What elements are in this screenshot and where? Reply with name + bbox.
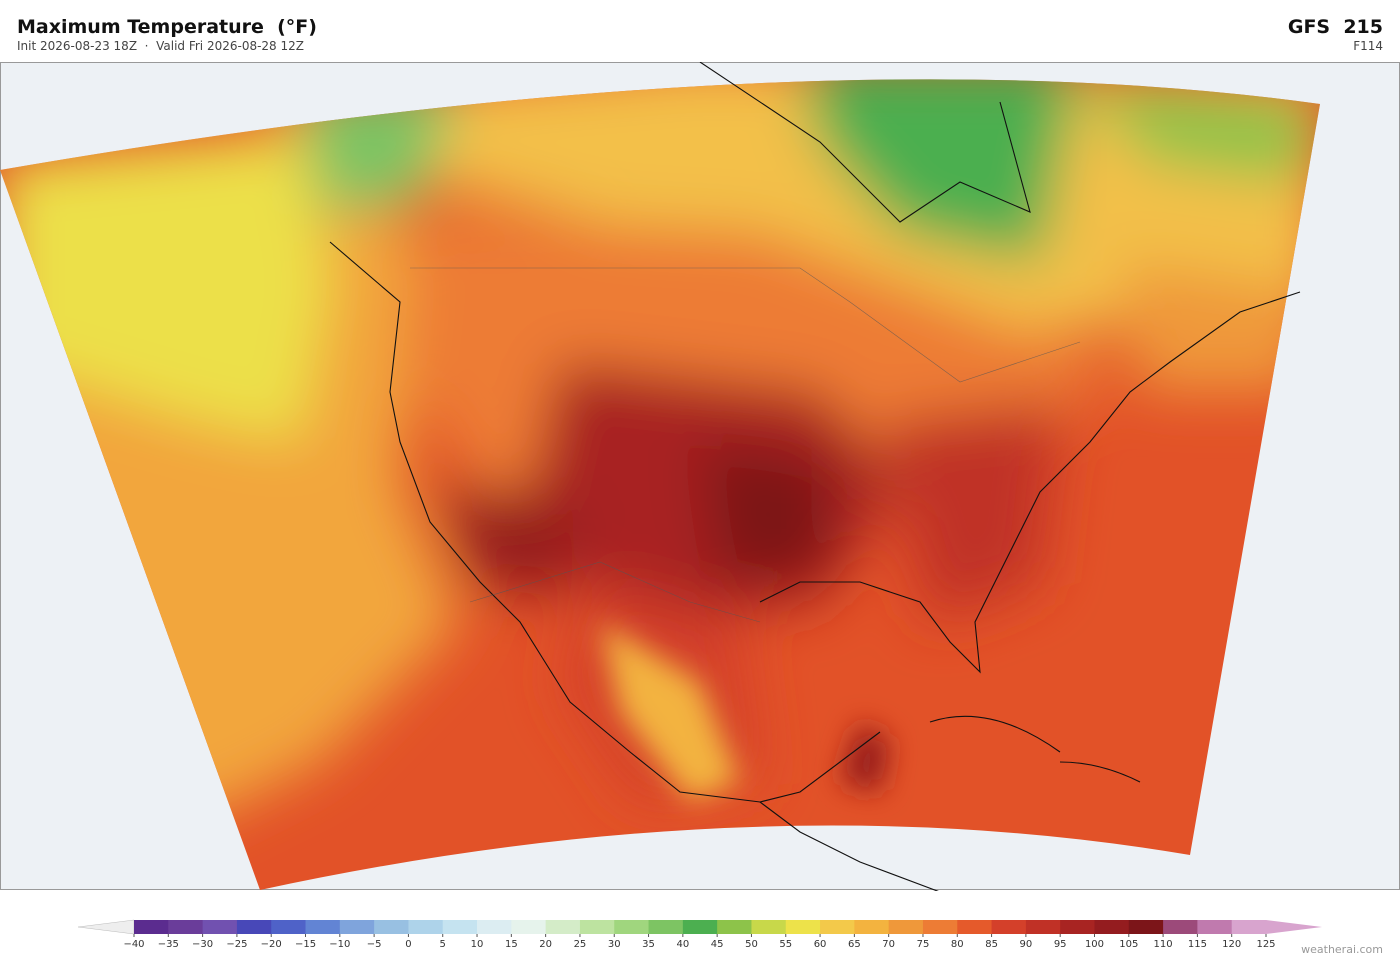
colorbar-label: 80 bbox=[951, 939, 964, 950]
colorbar-label: −35 bbox=[158, 939, 179, 950]
colorbar-label: 105 bbox=[1119, 939, 1138, 950]
subtitle: Init 2026-08-23 18Z · Valid Fri 2026-08-… bbox=[17, 39, 304, 53]
colorbar-label: 25 bbox=[574, 939, 587, 950]
colorbar-segment bbox=[957, 920, 993, 934]
colorbar-segment bbox=[682, 920, 718, 934]
colorbar-segment bbox=[1025, 920, 1061, 934]
colorbar-label: 60 bbox=[814, 939, 827, 950]
colorbar-segment bbox=[1060, 920, 1095, 934]
colorbar-label: 15 bbox=[505, 939, 518, 950]
colorbar-segment bbox=[717, 920, 752, 934]
map bbox=[0, 62, 1400, 891]
colorbar-segment bbox=[1197, 920, 1233, 934]
model: GFS 215 bbox=[1287, 16, 1383, 38]
colorbar-label: 115 bbox=[1188, 939, 1207, 950]
colorbar-segment bbox=[202, 920, 238, 934]
forecast-hour: F114 bbox=[1353, 39, 1383, 53]
colorbar-label: −30 bbox=[192, 939, 213, 950]
colorbar-label: 50 bbox=[745, 939, 758, 950]
colorbar-over bbox=[1266, 920, 1322, 934]
colorbar-label: 30 bbox=[608, 939, 621, 950]
colorbar-label: −25 bbox=[226, 939, 247, 950]
colorbar-label: 45 bbox=[711, 939, 724, 950]
colorbar-label: 65 bbox=[848, 939, 861, 950]
colorbar-label: −15 bbox=[295, 939, 316, 950]
colorbar-label: 40 bbox=[676, 939, 689, 950]
colorbar-segment bbox=[1094, 920, 1130, 934]
credit: weatherai.com bbox=[1301, 943, 1383, 956]
colorbar-segment bbox=[339, 920, 375, 934]
colorbar-segment bbox=[305, 920, 341, 934]
colorbar-segment bbox=[477, 920, 512, 934]
colorbar-segment bbox=[579, 920, 615, 934]
coastlines bbox=[329, 62, 1301, 891]
colorbar-segment bbox=[854, 920, 890, 934]
colorbar-segment bbox=[648, 920, 684, 934]
colorbar-segment bbox=[785, 920, 821, 934]
borders bbox=[410, 267, 1081, 623]
colorbar-label: −40 bbox=[123, 939, 144, 950]
colorbar-label: 35 bbox=[642, 939, 655, 950]
colorbar-label: 85 bbox=[985, 939, 998, 950]
colorbar-under bbox=[77, 919, 135, 935]
colorbar-label: 70 bbox=[882, 939, 895, 950]
colorbar-segment bbox=[545, 920, 581, 934]
colorbar-label: 120 bbox=[1222, 939, 1241, 950]
colorbar-label: −20 bbox=[261, 939, 282, 950]
colorbar-segment bbox=[1231, 920, 1267, 934]
colorbar-label: 75 bbox=[917, 939, 930, 950]
colorbar-label: 10 bbox=[471, 939, 484, 950]
colorbar-label: 110 bbox=[1154, 939, 1173, 950]
colorbar-label: 55 bbox=[779, 939, 792, 950]
colorbar-label: −10 bbox=[329, 939, 350, 950]
colorbar-segment bbox=[271, 920, 307, 934]
colorbar-label: 95 bbox=[1054, 939, 1067, 950]
colorbar-segment bbox=[168, 920, 204, 934]
colorbar: −40 −35 −30 −25 −20 −15 −10 −5 0 5 10 15 20 25 30 35 40 4… bbox=[77, 919, 1322, 950]
colorbar-segment bbox=[236, 920, 272, 934]
colorbar-segment bbox=[408, 920, 444, 934]
colorbar-segment bbox=[1163, 920, 1198, 934]
colorbar-label: −5 bbox=[367, 939, 382, 950]
colorbar-segment bbox=[922, 920, 958, 934]
colorbar-segment bbox=[442, 920, 478, 934]
colorbar-label: 125 bbox=[1256, 939, 1275, 950]
colorbar-segment bbox=[614, 920, 650, 934]
colorbar-segment bbox=[134, 920, 169, 934]
colorbar-segment bbox=[820, 920, 855, 934]
colorbar-segment bbox=[991, 920, 1027, 934]
colorbar-label: 5 bbox=[440, 939, 446, 950]
colorbar-label: 90 bbox=[1020, 939, 1033, 950]
colorbar-label: 20 bbox=[539, 939, 552, 950]
colorbar-segment bbox=[374, 920, 409, 934]
colorbar-segment bbox=[888, 920, 924, 934]
colorbar-segment bbox=[1128, 920, 1164, 934]
colorbar-label: 0 bbox=[405, 939, 411, 950]
colorbar-segment bbox=[751, 920, 787, 934]
colorbar-label: 100 bbox=[1085, 939, 1104, 950]
title: Maximum Temperature (°F) bbox=[17, 16, 317, 38]
colorbar-segment bbox=[511, 920, 547, 934]
